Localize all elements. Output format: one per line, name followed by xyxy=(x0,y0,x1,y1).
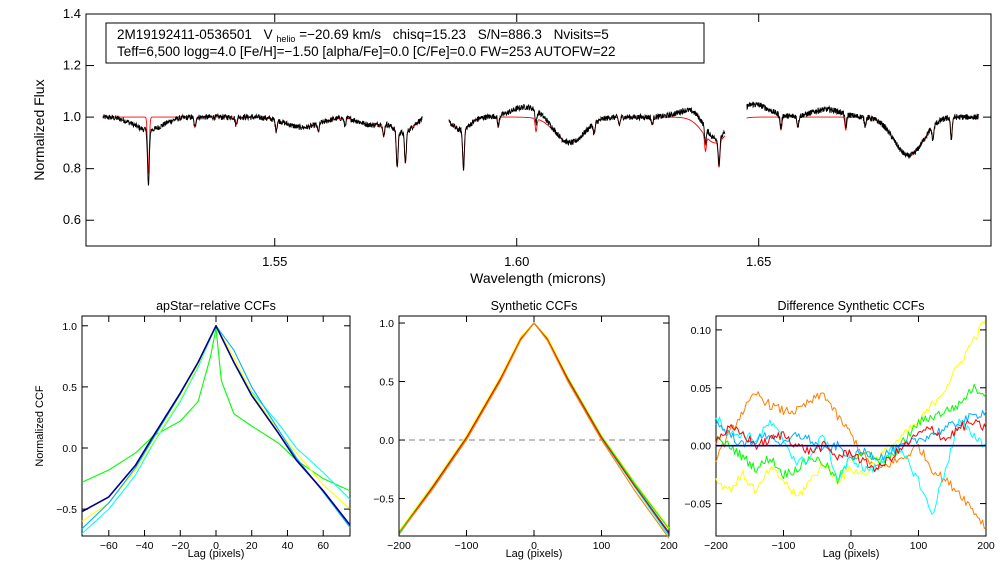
y-tick-label: 0.0 xyxy=(379,435,394,447)
synthetic-ccf-ticks: −200 −100 0 100 200 −0.5 0.0 0.5 1.0 xyxy=(373,316,678,552)
apstar-ccf-series-green xyxy=(81,327,351,492)
diff-ccf-series-green xyxy=(715,383,987,484)
vhelio-value: =−20.69 km/s xyxy=(299,27,381,42)
x-tick-label: −40 xyxy=(136,540,154,552)
y-tick-label: 0.10 xyxy=(691,325,712,337)
x-tick-label: −200 xyxy=(387,540,411,552)
spectrum-observed-chip-1 xyxy=(102,112,423,186)
y-tick-label: 0.8 xyxy=(63,161,81,176)
synthetic-ccf-series-red xyxy=(398,322,670,535)
apstar-ccf-series-blue xyxy=(81,325,351,530)
synthetic-ccf-series-yellow xyxy=(398,322,670,532)
x-tick-label: 0 xyxy=(531,540,537,552)
chisq-value: chisq=15.23 xyxy=(393,27,466,42)
y-tick-label: 1.0 xyxy=(379,318,394,330)
synthetic-ccf-series-layer xyxy=(398,322,670,539)
x-tick-label: 100 xyxy=(593,540,611,552)
y-tick-label: 0.05 xyxy=(691,383,712,395)
x-tick-label: 60 xyxy=(317,540,329,552)
apstar-ccf-panel: apStar−relative CCFs −60 −40 −20 0 20 40 60 −0.… xyxy=(34,299,351,560)
diff-ccf-series-red xyxy=(715,419,987,473)
y-tick-label: 0.00 xyxy=(691,441,712,453)
synthetic-ccf-series-orange xyxy=(398,322,670,539)
x-tick-label: 1.65 xyxy=(746,254,771,269)
diff-ccf-ticks: −200 −100 0 100 200 −0.05 0.00 0.05 0.10 xyxy=(684,316,995,552)
y-tick-label: −0.5 xyxy=(56,504,77,516)
apstar-ccf-x-axis-label: Lag (pixels) xyxy=(188,548,245,560)
x-tick-label: 1.60 xyxy=(504,254,529,269)
synthetic-ccf-series-navy xyxy=(398,322,670,535)
spectrum-x-axis-label: Wavelength (microns) xyxy=(470,270,606,286)
y-tick-label: 0.0 xyxy=(62,443,77,455)
apstar-ccf-plot-frame xyxy=(81,315,351,537)
apstar-ccf-y-axis-label: Normalized CCF xyxy=(34,385,46,467)
info-line-2: Teff=6,500 logg=4.0 [Fe/H]=−1.50 [alpha/… xyxy=(117,44,616,59)
diff-ccf-series-yellow xyxy=(715,318,987,497)
x-tick-label: 0 xyxy=(213,540,219,552)
x-tick-label: 1.55 xyxy=(262,254,287,269)
synthetic-ccf-x-axis-label: Lag (pixels) xyxy=(506,548,563,560)
synthetic-ccf-panel: Synthetic CCFs −200 −100 0 100 200 −0.5 0.0 0.5… xyxy=(373,299,678,560)
y-tick-label: 1.0 xyxy=(63,109,81,124)
diff-ccf-panel: Difference Synthetic CCFs −200 −100 0 100 20… xyxy=(684,299,994,560)
spectrum-ticks: 1.55 1.60 1.65 0.6 0.8 1.0 1.2 1.4 xyxy=(63,6,991,269)
x-tick-label: −200 xyxy=(704,540,728,552)
y-tick-label: −0.05 xyxy=(684,499,711,511)
y-tick-label: 0.5 xyxy=(379,377,394,389)
x-tick-label: −20 xyxy=(171,540,189,552)
synthetic-ccf-series-blue xyxy=(398,322,670,533)
synthetic-ccf-title: Synthetic CCFs xyxy=(491,299,578,313)
diff-ccf-series-orange xyxy=(715,391,987,530)
synthetic-ccf-plot-frame xyxy=(398,315,670,537)
x-tick-label: −100 xyxy=(455,540,479,552)
y-tick-label: −0.5 xyxy=(373,494,394,506)
x-tick-label: −100 xyxy=(772,540,796,552)
sn-value: S/N=886.3 xyxy=(478,27,542,42)
apstar-ccf-series-cyan xyxy=(81,325,351,535)
y-tick-label: 0.5 xyxy=(62,382,77,394)
apstar-ccf-title: apStar−relative CCFs xyxy=(156,299,276,313)
spectrum-model-layer xyxy=(102,116,979,174)
apstar-ccf-series-navy xyxy=(81,324,351,526)
diff-ccf-series-cyan xyxy=(715,416,987,515)
x-tick-label: −60 xyxy=(100,540,118,552)
spectrum-observed-layer xyxy=(102,100,980,186)
vhelio-label: V xyxy=(264,27,273,42)
diff-ccf-x-axis-label: Lag (pixels) xyxy=(823,548,880,560)
y-tick-label: 0.6 xyxy=(63,212,81,227)
y-tick-label: 1.0 xyxy=(62,321,77,333)
spectrum-panel: 1.55 1.60 1.65 0.6 0.8 1.0 1.2 1.4 2M19192411-0… xyxy=(31,6,992,286)
apstar-ccf-ticks: −60 −40 −20 0 20 40 60 −0.5 0.0 0.5 1.0 xyxy=(56,316,350,552)
vhelio-subscript: helio xyxy=(276,34,295,44)
info-box xyxy=(105,22,705,64)
x-tick-label: 20 xyxy=(246,540,258,552)
diff-ccf-title: Difference Synthetic CCFs xyxy=(777,299,924,313)
info-line-1: 2M19192411-0536501 V helio =−20.69 km/s … xyxy=(117,27,609,45)
spectrum-plot-frame xyxy=(85,13,992,247)
y-tick-label: 1.2 xyxy=(63,58,81,73)
apstar-ccf-series-layer xyxy=(81,324,351,535)
x-tick-label: 200 xyxy=(977,540,995,552)
star-id: 2M19192411-0536501 xyxy=(117,27,252,42)
nvisits-value: Nvisits=5 xyxy=(554,27,609,42)
x-tick-label: 40 xyxy=(282,540,294,552)
spectrum-y-axis-label: Normalized Flux xyxy=(31,79,47,180)
synthetic-ccf-series-green xyxy=(398,322,670,533)
diff-ccf-series-layer xyxy=(715,318,987,530)
x-tick-label: 0 xyxy=(848,540,854,552)
x-tick-label: 200 xyxy=(660,540,678,552)
diff-ccf-series-blue xyxy=(715,410,987,461)
x-tick-label: 100 xyxy=(910,540,928,552)
synthetic-ccf-series-cyan xyxy=(398,322,670,537)
y-tick-label: 1.4 xyxy=(63,6,81,21)
spectrum-model-chip-2 xyxy=(448,116,726,169)
spectrum-observed-chip-3 xyxy=(746,100,980,159)
spectrum-observed-chip-2 xyxy=(448,103,726,172)
